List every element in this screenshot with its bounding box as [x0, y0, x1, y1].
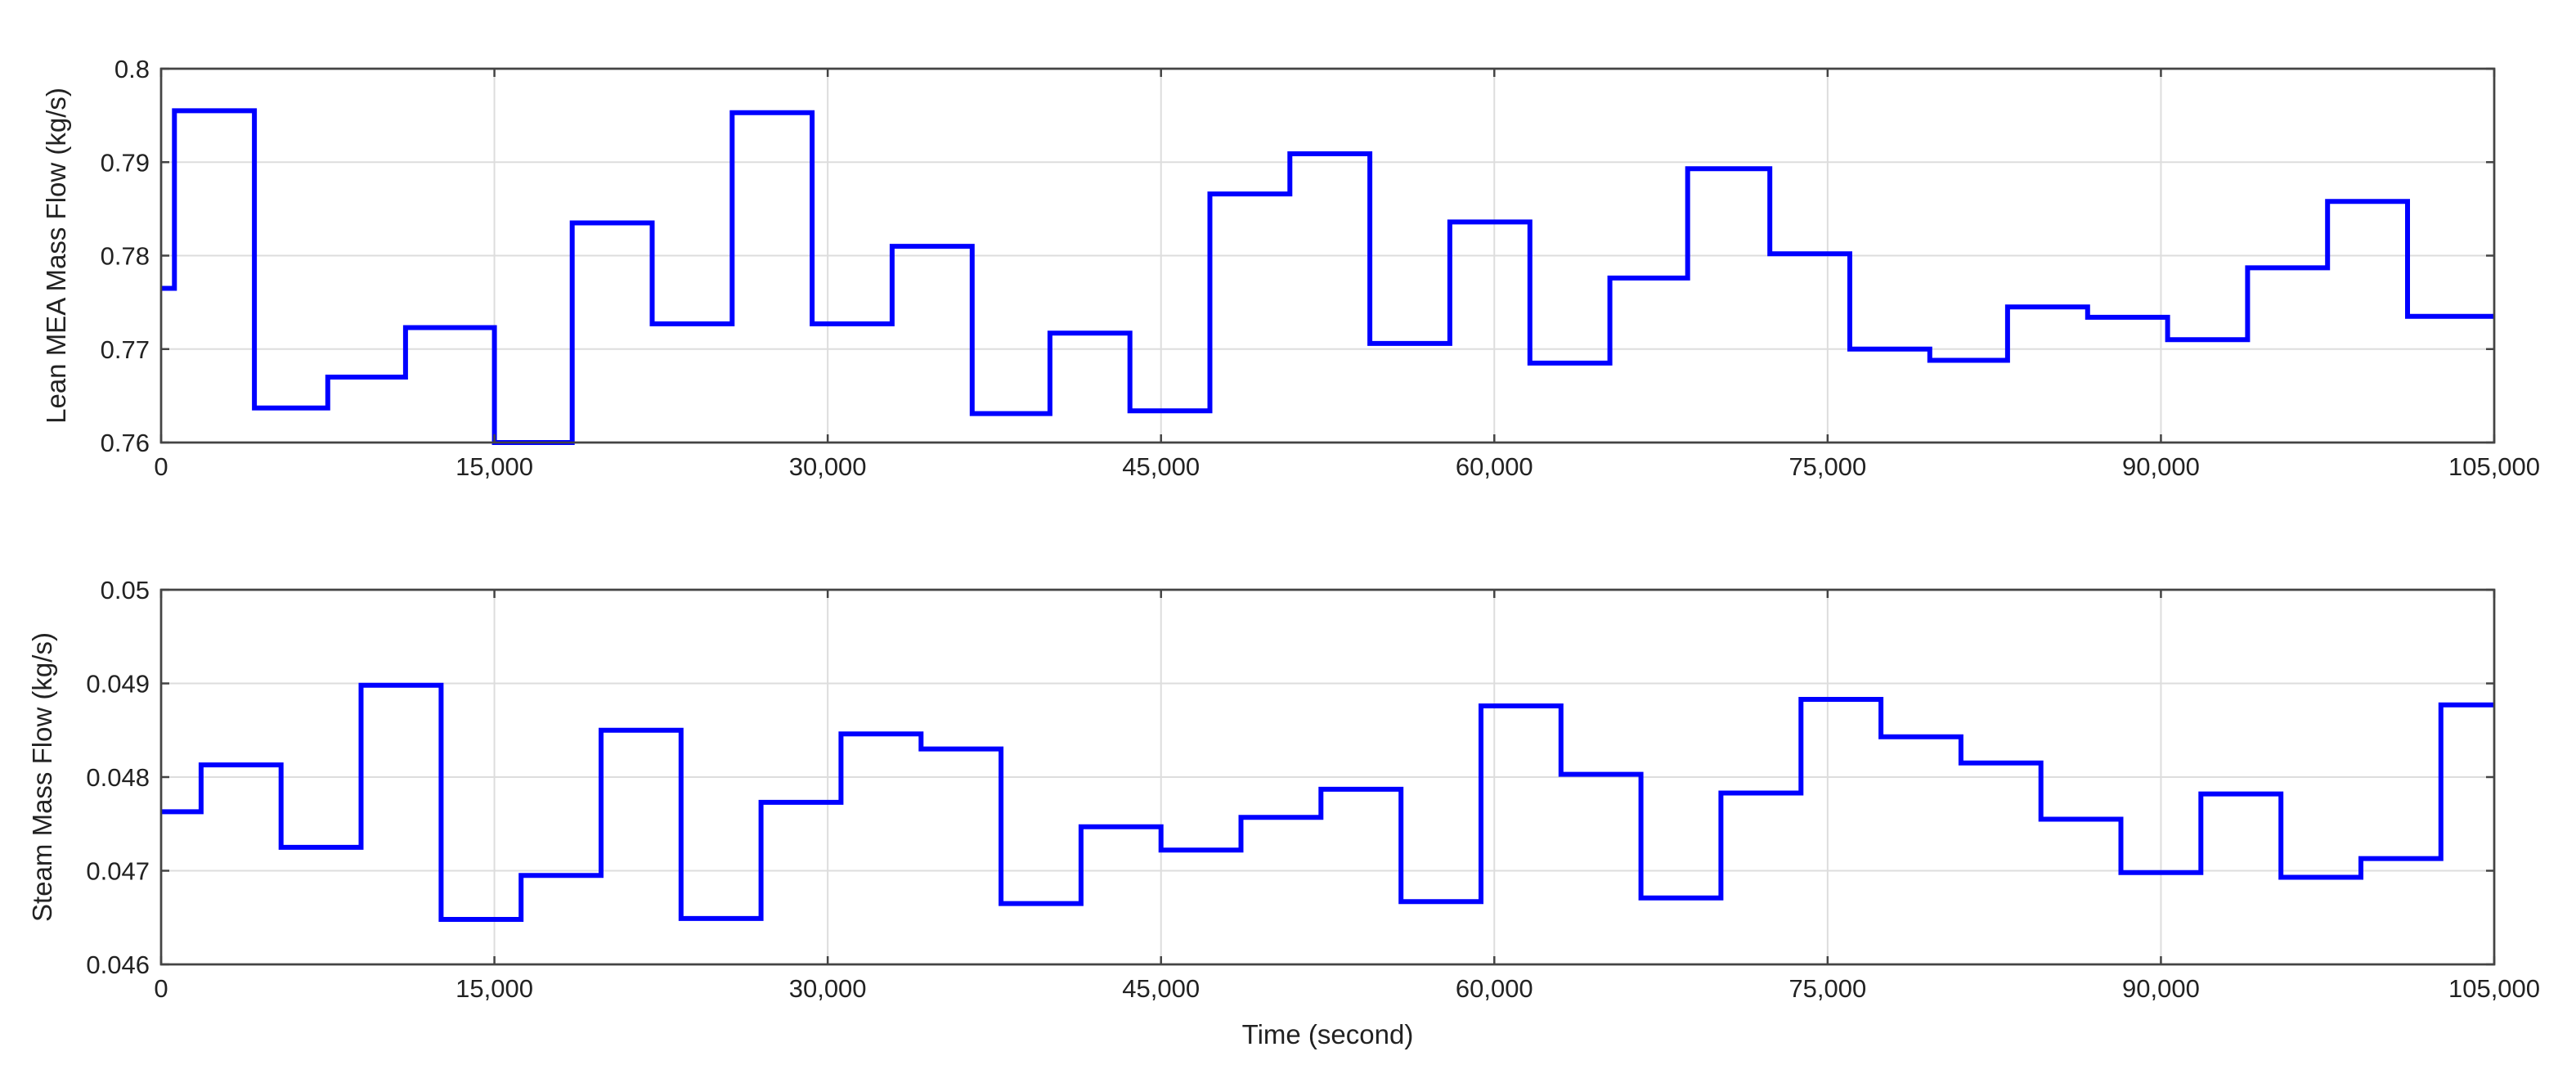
x-tick-label: 15,000: [456, 452, 533, 481]
y-tick-label: 0.048: [86, 763, 150, 792]
y-tick-label: 0.77: [101, 335, 150, 364]
bottom-chart-steam-mass-flow: 0 15,000 30,000 45,000 60,000 75,000 90,000 105…: [27, 576, 2540, 1049]
y-tick-label: 0.79: [101, 148, 150, 177]
x-tick-label: 105,000: [2448, 974, 2540, 1003]
top-chart-lean-mea-mass-flow: 0 15,000 30,000 45,000 60,000 75,000 90,000 105…: [41, 55, 2540, 481]
y-tick-label: 0.78: [101, 242, 150, 271]
series-line: [161, 682, 2494, 922]
y-tick-label: 0.047: [86, 857, 150, 886]
series-line: [161, 108, 2494, 445]
x-tick-label: 0: [154, 452, 168, 481]
x-tick-label: 90,000: [2122, 974, 2200, 1003]
y-tick-label: 0.8: [114, 55, 150, 83]
y-tick-label: 0.76: [101, 429, 150, 457]
y-tick-label: 0.049: [86, 670, 150, 699]
y-tick-label: 0.05: [101, 576, 150, 604]
x-tick-label: 60,000: [1456, 452, 1533, 481]
x-tick-label: 45,000: [1122, 452, 1200, 481]
x-tick-label: 30,000: [789, 974, 867, 1003]
y-axis-label: Lean MEA Mass Flow (kg/s): [41, 88, 71, 424]
x-tick-label: 75,000: [1788, 974, 1866, 1003]
y-tick-label: 0.046: [86, 950, 150, 979]
x-tick-label: 0: [154, 974, 168, 1003]
x-tick-label: 90,000: [2122, 452, 2200, 481]
x-tick-label: 105,000: [2448, 452, 2540, 481]
x-tick-label: 30,000: [789, 452, 867, 481]
x-tick-label: 60,000: [1456, 974, 1533, 1003]
x-tick-label: 75,000: [1788, 452, 1866, 481]
x-tick-label: 45,000: [1122, 974, 1200, 1003]
x-axis-label: Time (second): [1242, 1019, 1414, 1049]
y-axis-label: Steam Mass Flow (kg/s): [27, 632, 57, 922]
x-tick-label: 15,000: [456, 974, 533, 1003]
